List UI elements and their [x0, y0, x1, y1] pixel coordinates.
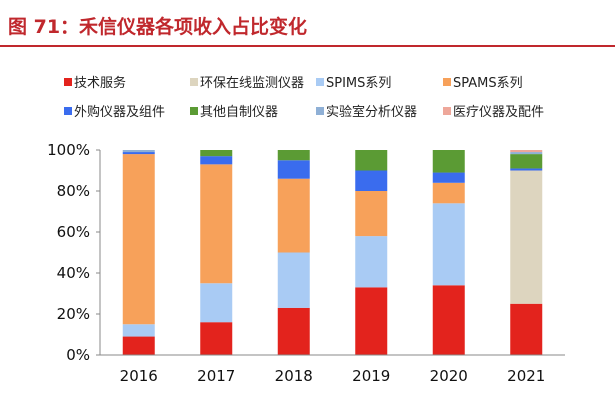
y-tick-label: 0% [66, 346, 90, 364]
bar-segment [122, 150, 155, 153]
figure-title: 图 71：禾信仪器各项收入占比变化 [8, 16, 308, 38]
axes: 0% 20% 40% 60% 80% 100% 2016 2017 2018 2019 2020 20… [47, 141, 565, 385]
bar-segment [432, 182, 465, 204]
bar-segment [277, 150, 310, 161]
bar-segment [355, 236, 388, 288]
bar-segment [200, 322, 233, 355]
y-tick-label: 40% [57, 264, 90, 282]
legend-swatch [190, 78, 198, 86]
y-tick-label: 60% [57, 223, 90, 241]
legend-swatch [443, 78, 451, 86]
y-tick-label: 20% [57, 305, 90, 323]
bars [122, 150, 543, 355]
bar-segment [277, 160, 310, 179]
legend-label: 其他自制仪器 [200, 105, 278, 120]
bar-segment [432, 150, 465, 173]
legend-swatch [190, 107, 198, 115]
legend-label: 实验室分析仪器 [326, 104, 417, 120]
legend-label: 环保在线监测仪器 [200, 76, 304, 91]
bar-segment [355, 191, 388, 237]
bar-segment [432, 172, 465, 183]
bar-segment [432, 203, 465, 286]
legend-label: 外购仪器及组件 [74, 104, 165, 120]
bar-segment [510, 152, 543, 155]
bar-segment [200, 156, 233, 165]
bar-segment [510, 168, 543, 171]
bar-segment [122, 154, 155, 325]
x-tick-label: 2021 [507, 367, 545, 385]
x-tick-label: 2017 [197, 367, 235, 385]
bar-segment [122, 336, 155, 355]
legend-label: SPIMS系列 [326, 76, 391, 91]
bar-segment [277, 252, 310, 308]
y-tick-label: 80% [57, 182, 90, 200]
y-tick-label: 100% [47, 141, 90, 159]
legend-swatch [64, 107, 72, 115]
bar-segment [200, 164, 233, 284]
x-tick-label: 2019 [352, 367, 390, 385]
bar-segment [122, 324, 155, 337]
bar-segment [355, 170, 388, 191]
bar-segment [277, 178, 310, 253]
bar-segment [510, 303, 543, 355]
legend-swatch [316, 107, 324, 115]
bar-segment [200, 283, 233, 323]
legend-swatch [64, 78, 72, 86]
bar-segment [510, 170, 543, 304]
bar-segment [277, 307, 310, 355]
bar-segment [355, 287, 388, 355]
legend-label: 医疗仪器及配件 [453, 105, 544, 120]
legend-swatch [316, 78, 324, 86]
legend-label: SPAMS系列 [453, 76, 523, 91]
bar-segment [200, 150, 233, 157]
bar-segment [510, 154, 543, 169]
x-tick-label: 2016 [120, 367, 158, 385]
bar-segment [355, 150, 388, 171]
x-tick-label: 2018 [275, 367, 313, 385]
bar-segment [122, 152, 155, 155]
legend-label: 技术服务 [74, 75, 126, 91]
bar-segment [510, 150, 543, 153]
legend-swatch [443, 107, 451, 115]
bar-segment [432, 285, 465, 355]
title-rule [0, 45, 615, 47]
x-tick-label: 2020 [430, 367, 468, 385]
